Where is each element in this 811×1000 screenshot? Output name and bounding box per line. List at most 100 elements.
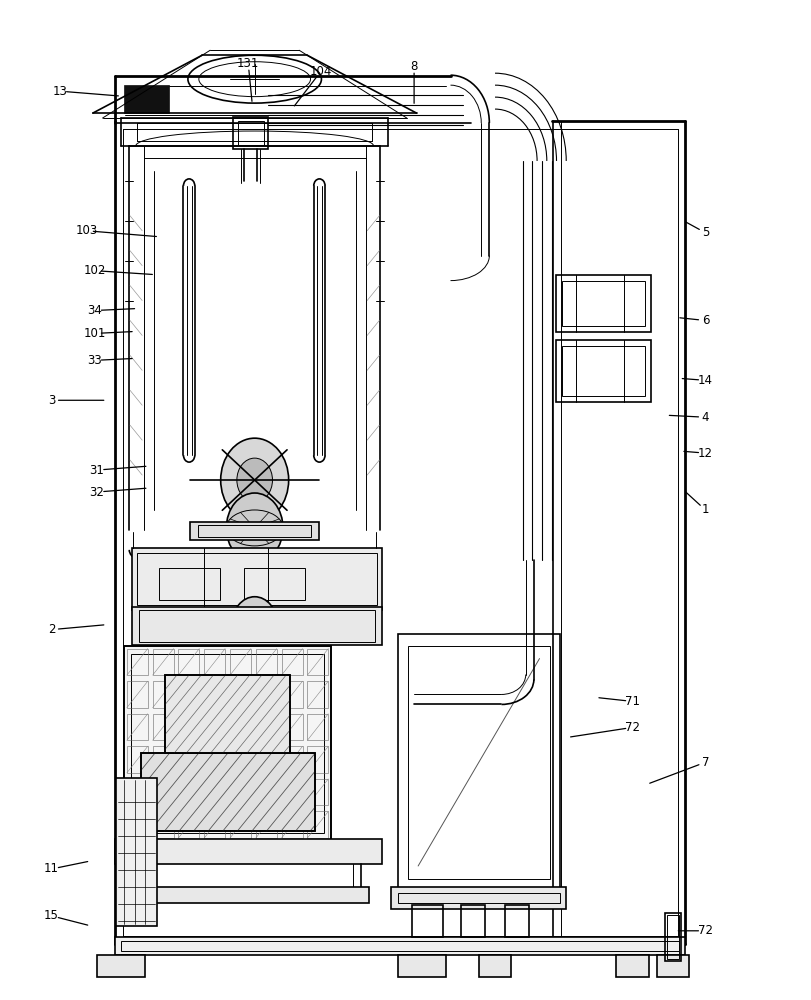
Bar [132,548,381,610]
Bar [230,779,251,805]
Bar [238,121,264,145]
Bar [255,649,277,675]
Text: 8: 8 [410,60,418,73]
Bar [281,746,303,773]
Text: 6: 6 [701,314,708,327]
Bar [152,649,174,675]
Bar [667,915,678,959]
Bar [165,675,290,753]
Bar [131,654,324,833]
Bar [116,778,157,926]
Text: 72: 72 [697,924,712,937]
Bar [127,649,148,675]
Bar [307,714,328,740]
Bar [152,779,174,805]
Bar [204,714,225,740]
Text: 101: 101 [84,327,105,340]
Bar [391,887,565,909]
Bar [281,811,303,838]
Bar [555,275,650,332]
Bar [230,746,251,773]
Bar [561,346,644,396]
Bar [397,634,559,891]
Bar [397,893,559,903]
Bar [178,811,199,838]
Bar [555,340,650,402]
Bar [198,525,311,537]
Bar [152,746,174,773]
Circle shape [221,438,288,522]
Bar [114,937,684,955]
Bar [664,913,680,961]
Bar [178,714,199,740]
Bar [281,779,303,805]
Text: 4: 4 [701,411,708,424]
Bar [307,811,328,838]
Bar [504,905,528,937]
Bar [178,681,199,708]
Bar [127,779,148,805]
Bar [204,811,225,838]
Bar [281,681,303,708]
Text: 131: 131 [237,57,259,70]
Bar [204,779,225,805]
Bar [132,607,381,645]
Bar [656,955,689,977]
Bar [121,941,678,951]
Bar [124,646,330,841]
Bar [230,714,251,740]
Bar [255,714,277,740]
Bar [140,753,314,831]
Bar [124,887,368,903]
Bar [137,553,376,605]
Bar [204,681,225,708]
Bar [159,568,220,600]
Text: 34: 34 [87,304,101,317]
Bar [127,714,148,740]
Text: 11: 11 [44,862,59,875]
Bar [230,681,251,708]
Bar [397,955,446,977]
Bar [307,649,328,675]
Text: 15: 15 [44,909,59,922]
Bar [255,681,277,708]
Circle shape [237,458,272,502]
Text: 5: 5 [701,226,708,239]
Bar [407,646,549,879]
Bar [233,117,268,149]
Text: 32: 32 [89,486,104,499]
Bar [190,522,319,540]
Circle shape [242,610,267,640]
Bar [307,779,328,805]
Text: 2: 2 [48,623,55,636]
Bar [152,811,174,838]
Text: 31: 31 [89,464,104,477]
Bar [152,681,174,708]
Bar [255,746,277,773]
Text: 1: 1 [701,503,708,516]
Bar [244,568,304,600]
Bar [140,753,314,831]
Text: 14: 14 [697,374,712,387]
Bar [412,905,443,937]
Text: 3: 3 [48,394,55,407]
Bar [178,779,199,805]
Bar [97,955,145,977]
Text: 103: 103 [75,224,97,237]
Text: 72: 72 [624,721,639,734]
Text: 104: 104 [310,65,332,78]
Text: 71: 71 [624,695,639,708]
Text: 33: 33 [87,354,101,367]
Bar [178,746,199,773]
Bar [139,610,375,642]
Bar [255,811,277,838]
Bar [307,681,328,708]
Bar [255,779,277,805]
Bar [307,746,328,773]
Bar [230,811,251,838]
Text: 13: 13 [52,85,67,98]
Bar [114,839,381,864]
Bar [281,649,303,675]
Bar [616,955,648,977]
Bar [152,714,174,740]
